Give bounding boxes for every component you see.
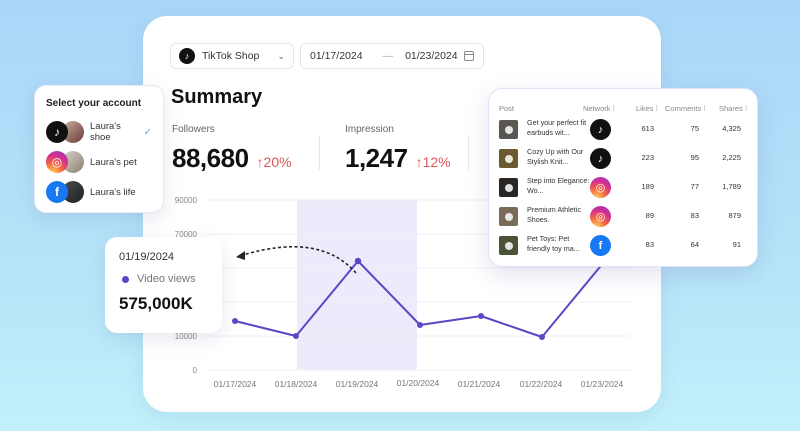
chart-tooltip: 01/19/2024 Video views 575,000K xyxy=(105,237,222,333)
post-thumbnail xyxy=(499,149,518,168)
column-header-network[interactable]: Network ⁝ xyxy=(583,104,615,113)
comments-cell: 83 xyxy=(690,211,699,220)
stat-impression: Impression 1,247 ↑12% xyxy=(345,124,451,174)
x-tick: 01/23/2024 xyxy=(580,379,624,389)
post-title: Premium Athletic Shoes. xyxy=(527,205,581,224)
stat-followers: Followers 88,680 ↑20% xyxy=(172,124,292,174)
y-tick: 90000 xyxy=(174,196,197,205)
account-name: Laura's pet xyxy=(90,156,137,168)
calendar-icon[interactable] xyxy=(464,51,474,61)
account-picker-title: Select your account xyxy=(46,98,142,109)
facebook-icon: f xyxy=(46,181,68,203)
post-title: Pet Toys: Pet friendly toy ma... xyxy=(527,234,580,253)
arrow-head-icon xyxy=(236,251,245,260)
post-title: Get your perfect fit earbuds wit... xyxy=(527,118,587,137)
stat-value: 1,247 xyxy=(345,143,408,173)
stat-divider xyxy=(468,136,469,170)
account-name: Laura's shoe xyxy=(90,121,121,143)
check-icon: ✓ xyxy=(143,126,152,138)
x-tick: 01/19/2024 xyxy=(335,379,379,389)
date-separator: — xyxy=(382,50,394,62)
stat-divider xyxy=(319,136,320,170)
avatar xyxy=(62,181,84,203)
tooltip-value: 575,000K xyxy=(119,294,193,313)
table-row[interactable]: Cozy Up with Our Stylish Knit... ♪ 223 9… xyxy=(489,145,759,174)
avatar xyxy=(62,151,84,173)
facebook-icon: f xyxy=(590,235,611,256)
shop-select-label: TikTok Shop xyxy=(202,50,260,62)
series-dot-icon xyxy=(122,275,129,283)
x-tick: 01/21/2024 xyxy=(457,379,501,389)
chevron-down-icon: ⌄ xyxy=(277,50,285,61)
column-header-post: Post xyxy=(499,104,515,113)
likes-cell: 223 xyxy=(641,153,654,162)
stat-label: Impression xyxy=(345,124,394,135)
tooltip-date: 01/19/2024 xyxy=(119,251,175,263)
post-thumbnail xyxy=(499,178,518,197)
shares-cell: 91 xyxy=(732,240,741,249)
comments-cell: 95 xyxy=(690,153,699,162)
table-row[interactable]: Pet Toys: Pet friendly toy ma... f 83 64… xyxy=(489,232,759,261)
x-tick: 01/20/2024 xyxy=(396,378,440,388)
stat-label: Followers xyxy=(172,124,215,135)
stat-delta: ↑12% xyxy=(415,154,451,170)
post-thumbnail xyxy=(499,120,518,139)
post-thumbnail xyxy=(499,207,518,226)
x-tick: 01/22/2024 xyxy=(519,379,563,389)
account-item-lauras-shoe[interactable]: ♪ Laura's shoe ✓ xyxy=(46,117,152,147)
tooltip-series-name: Video views xyxy=(137,273,196,285)
table-row[interactable]: Get your perfect fit earbuds wit... ♪ 61… xyxy=(489,116,759,145)
comments-cell: 64 xyxy=(690,240,699,249)
highlight-band xyxy=(297,200,417,370)
shares-cell: 879 xyxy=(728,211,741,220)
x-tick: 01/17/2024 xyxy=(213,379,257,389)
shares-cell: 4,325 xyxy=(722,124,741,133)
account-picker-card: Select your account ♪ Laura's shoe ✓ ◎ L… xyxy=(34,85,164,213)
column-header-comments[interactable]: Comments ⁝ xyxy=(665,104,706,113)
comments-cell: 77 xyxy=(690,182,699,191)
post-title: Cozy Up with Our Stylish Knit... xyxy=(527,147,584,166)
likes-cell: 89 xyxy=(645,211,654,220)
y-tick: 70000 xyxy=(174,230,197,239)
post-title: Step into Elegance: Wo... xyxy=(527,176,590,195)
likes-cell: 189 xyxy=(641,182,654,191)
data-points xyxy=(232,257,545,340)
table-row[interactable]: Premium Athletic Shoes. ◎ 89 83 879 xyxy=(489,203,759,232)
table-row[interactable]: Step into Elegance: Wo... ◎ 189 77 1,789 xyxy=(489,174,759,203)
posts-table-card: Post Network ⁝ Likes ⁝ Comments ⁝ Shares… xyxy=(488,88,758,267)
tiktok-icon: ♪ xyxy=(46,121,68,143)
tiktok-icon: ♪ xyxy=(179,48,195,64)
shop-select-dropdown[interactable]: ♪ TikTok Shop ⌄ xyxy=(170,43,294,69)
instagram-icon: ◎ xyxy=(46,151,68,173)
shares-cell: 1,789 xyxy=(722,182,741,191)
instagram-icon: ◎ xyxy=(590,206,611,227)
tiktok-icon: ♪ xyxy=(590,148,611,169)
post-thumbnail xyxy=(499,236,518,255)
date-range-picker[interactable]: 01/17/2024 — 01/23/2024 xyxy=(300,43,484,69)
date-start[interactable]: 01/17/2024 xyxy=(310,50,363,62)
account-item-lauras-life[interactable]: f Laura's life xyxy=(46,177,152,207)
likes-cell: 613 xyxy=(641,124,654,133)
date-end[interactable]: 01/23/2024 xyxy=(405,50,458,62)
y-tick: 10000 xyxy=(174,332,197,341)
instagram-icon: ◎ xyxy=(590,177,611,198)
column-header-shares[interactable]: Shares ⁝ xyxy=(719,104,748,113)
stat-value: 88,680 xyxy=(172,143,249,173)
stat-delta: ↑20% xyxy=(256,154,292,170)
tiktok-icon: ♪ xyxy=(590,119,611,140)
avatar xyxy=(62,121,84,143)
page-title: Summary xyxy=(171,86,263,108)
column-header-likes[interactable]: Likes ⁝ xyxy=(636,104,658,113)
dotted-arrow xyxy=(242,245,357,274)
y-tick: 0 xyxy=(192,366,197,375)
account-name: Laura's life xyxy=(90,186,136,198)
account-item-lauras-pet[interactable]: ◎ Laura's pet xyxy=(46,147,152,177)
likes-cell: 83 xyxy=(645,240,654,249)
x-tick: 01/18/2024 xyxy=(274,379,318,389)
comments-cell: 75 xyxy=(690,124,699,133)
shares-cell: 2,225 xyxy=(722,153,741,162)
